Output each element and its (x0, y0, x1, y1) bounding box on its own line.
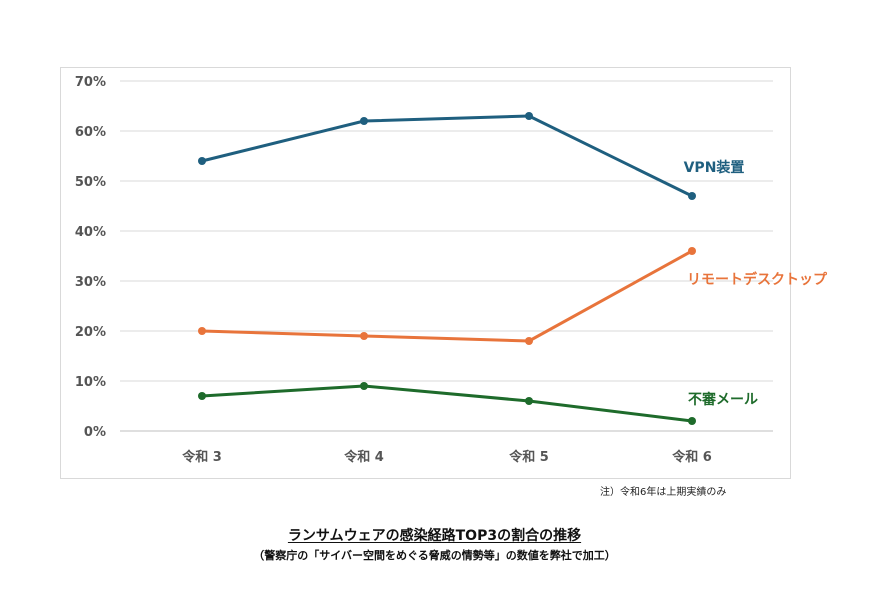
chart-title: ランサムウェアの感染経路TOP3の割合の推移 (287, 528, 582, 544)
data-point (198, 157, 206, 165)
series-line (200, 249, 694, 343)
y-tick-label: 20% (75, 325, 106, 340)
y-tick-label: 10% (75, 375, 106, 390)
x-tick-label: 令和 6 (672, 449, 712, 465)
series-line (200, 114, 694, 198)
data-point (688, 417, 696, 425)
y-tick-label: 30% (75, 275, 106, 290)
y-tick-label: 70% (75, 75, 106, 90)
data-point (360, 332, 368, 340)
data-point (525, 337, 533, 345)
series-label: リモートデスクトップ (687, 271, 828, 288)
data-point (198, 327, 206, 335)
chart-frame (60, 67, 791, 479)
y-tick-label: 0% (84, 425, 106, 440)
x-tick-label: 令和 5 (509, 449, 549, 465)
x-tick-label: 令和 3 (182, 449, 222, 465)
series-line (200, 384, 694, 423)
chart-subtitle: （警察庁の「サイバー空間をめぐる脅威の情勢等」の数値を弊社で加工） (253, 549, 616, 562)
series-label: VPN装置 (684, 159, 745, 176)
y-tick-label: 60% (75, 125, 106, 140)
data-point (525, 112, 533, 120)
data-point (360, 117, 368, 125)
chart-note: 注）令和6年は上期実績のみ (600, 487, 727, 498)
data-point (525, 397, 533, 405)
y-tick-label: 40% (75, 225, 106, 240)
x-tick-label: 令和 4 (344, 449, 384, 465)
data-point (360, 382, 368, 390)
series-label: 不審メール (688, 391, 758, 408)
data-point (198, 392, 206, 400)
data-point (688, 247, 696, 255)
y-tick-label: 50% (75, 175, 106, 190)
data-point (688, 192, 696, 200)
